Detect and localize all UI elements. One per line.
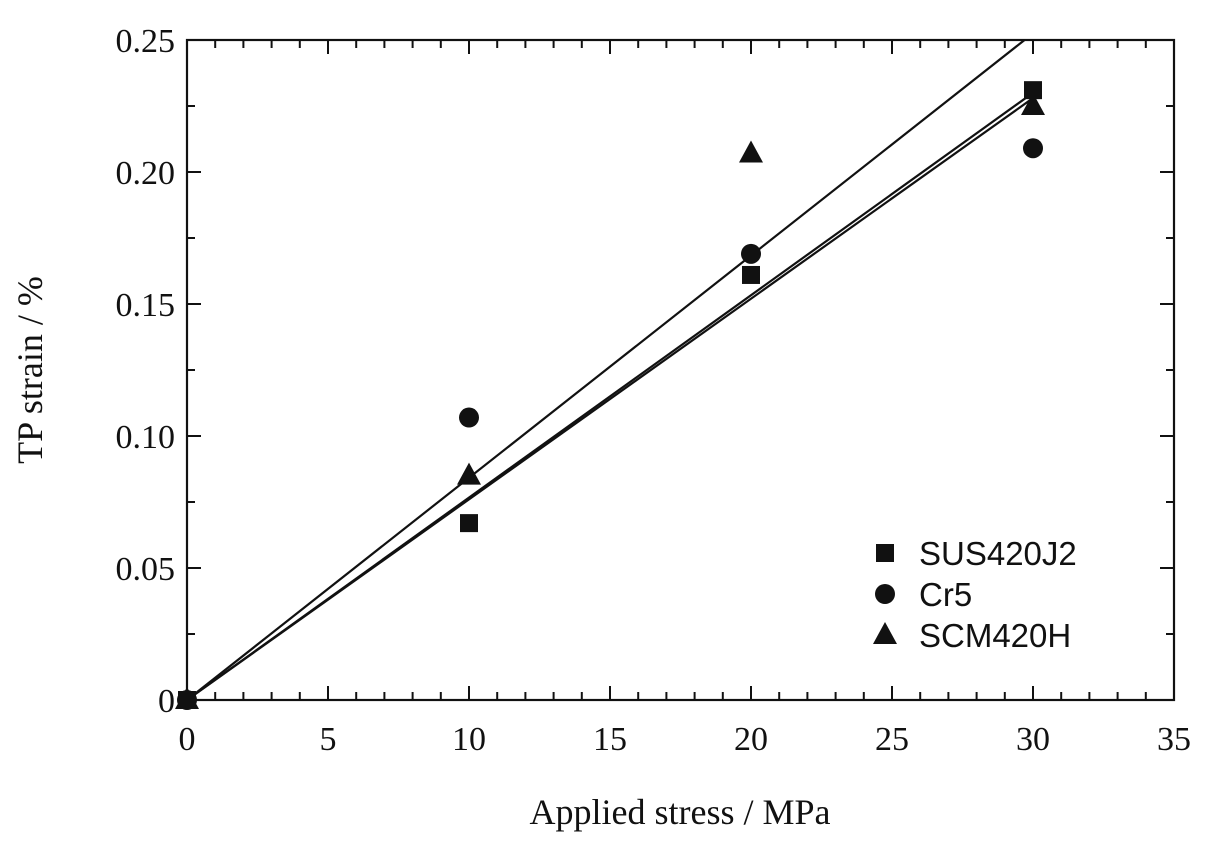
y-axis-ticks: 0 0.05 0.10 0.15 0.20 0.25 bbox=[116, 23, 1174, 720]
x-tick-label: 10 bbox=[452, 721, 486, 758]
point-scm420h bbox=[1021, 93, 1045, 115]
point-cr5 bbox=[459, 407, 479, 428]
legend-marker-sus420j2 bbox=[876, 544, 894, 562]
fit-line-cr5 bbox=[186, 97, 1034, 701]
point-cr5 bbox=[741, 243, 761, 264]
legend: SUS420J2 Cr5 SCM420H bbox=[873, 535, 1077, 654]
y-tick-label: 0.20 bbox=[116, 155, 176, 192]
y-tick-label: 0.25 bbox=[116, 23, 176, 60]
plot-frame bbox=[185, 38, 1176, 702]
legend-label-cr5: Cr5 bbox=[919, 576, 972, 613]
x-tick-label: 20 bbox=[734, 721, 768, 758]
x-axis-title: Applied stress / MPa bbox=[530, 792, 831, 832]
legend-marker-cr5 bbox=[875, 584, 895, 604]
y-tick-label: 0.05 bbox=[116, 551, 176, 588]
y-tick-label: 0 bbox=[158, 683, 175, 720]
x-tick-label: 35 bbox=[1157, 721, 1191, 758]
legend-label-sus420j2: SUS420J2 bbox=[919, 535, 1077, 572]
fit-lines bbox=[186, 39, 1034, 701]
fit-line-scm420h bbox=[186, 39, 1026, 701]
y-tick-label: 0.15 bbox=[116, 287, 176, 324]
x-axis-ticks: 0 5 10 15 20 25 30 35 bbox=[179, 40, 1191, 758]
point-scm420h bbox=[739, 140, 763, 163]
x-tick-label: 0 bbox=[179, 721, 196, 758]
point-scm420h bbox=[457, 462, 481, 485]
point-sus420j2 bbox=[460, 514, 478, 533]
x-tick-label: 30 bbox=[1016, 721, 1050, 758]
point-scm420h bbox=[175, 687, 199, 709]
legend-marker-scm420h bbox=[873, 622, 897, 644]
y-axis-title: TP strain / % bbox=[10, 276, 50, 464]
x-tick-label: 5 bbox=[320, 721, 337, 758]
data-points bbox=[175, 81, 1045, 710]
point-sus420j2 bbox=[1024, 81, 1042, 100]
point-sus420j2 bbox=[742, 265, 760, 284]
x-tick-label: 15 bbox=[593, 721, 627, 758]
y-tick-label: 0.10 bbox=[116, 419, 176, 456]
legend-label-scm420h: SCM420H bbox=[919, 617, 1071, 654]
x-tick-label: 25 bbox=[875, 721, 909, 758]
point-cr5 bbox=[1023, 138, 1043, 159]
